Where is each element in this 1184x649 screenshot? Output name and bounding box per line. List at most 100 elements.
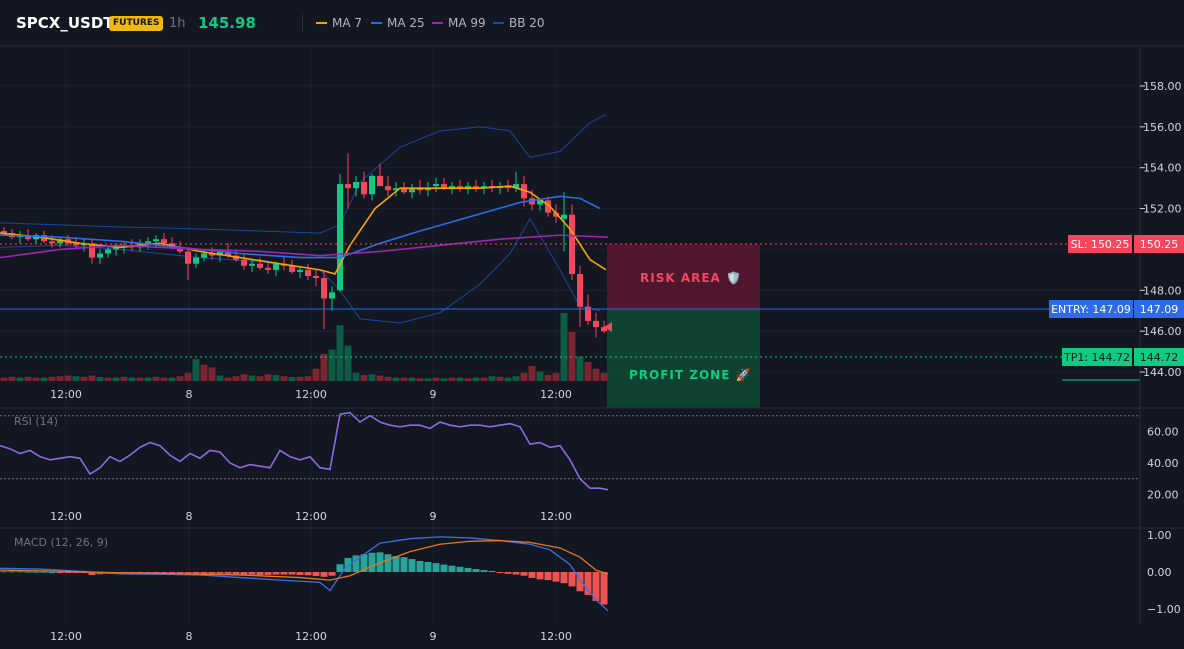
volume-bar	[512, 376, 520, 381]
entry-tag-text: ENTRY: 147.09	[1051, 303, 1131, 316]
volume-bars	[0, 313, 608, 381]
price-tick-label: 152.00	[1143, 203, 1182, 216]
axis-labels: 158.00 156.00 154.00 152.00 148.00 146.00 144.…	[50, 80, 1184, 643]
symbol-name[interactable]: SPCX_USDT	[16, 14, 114, 32]
macd-histogram-bar	[368, 552, 376, 572]
price-tick-label: 148.00	[1143, 284, 1182, 297]
candle-up	[113, 247, 119, 250]
macd-panel: MACD (12, 26, 9) 1.00 0.00 −1.00	[0, 529, 1181, 616]
macd-histogram-bar	[272, 572, 280, 575]
candle-down	[441, 184, 447, 189]
candle-down	[321, 278, 327, 299]
macd-histogram-bar	[576, 572, 584, 592]
legend-ma25[interactable]: MA 25	[371, 16, 425, 30]
candle-down	[457, 186, 463, 189]
macd-histogram-bar	[296, 572, 304, 575]
macd-histogram-bar	[528, 572, 536, 578]
candle-down	[345, 184, 351, 189]
timeframe-label[interactable]: 1h	[169, 16, 186, 31]
rsi-tick-label: 20.00	[1147, 489, 1179, 502]
volume-bar	[400, 377, 408, 381]
volume-bar	[424, 378, 432, 381]
volume-bar	[224, 377, 232, 381]
stop-loss-tag	[1068, 235, 1132, 253]
macd-histogram-bar	[88, 572, 96, 575]
volume-bar	[112, 377, 120, 381]
candle-up	[353, 182, 359, 189]
volume-bar	[336, 325, 344, 381]
volume-bar	[536, 371, 544, 381]
macd-histogram-bar	[56, 572, 64, 573]
time-label: 12:00	[50, 630, 82, 643]
bb-upper	[0, 114, 607, 234]
volume-bar	[488, 376, 496, 381]
volume-bar	[432, 377, 440, 381]
macd-histogram-bar	[464, 567, 472, 572]
volume-bar	[96, 376, 104, 381]
price-tick-label: 144.00	[1143, 366, 1182, 379]
header-divider	[302, 14, 303, 32]
candle-up	[561, 214, 567, 219]
candle-up	[97, 253, 103, 258]
macd-histogram-bar	[160, 572, 168, 574]
volume-bar	[192, 359, 200, 381]
volume-bar	[344, 345, 352, 381]
candle-down	[257, 263, 263, 268]
macd-histogram-bar	[456, 566, 464, 572]
legend-bb20[interactable]: BB 20	[493, 16, 545, 30]
macd-histogram-bar	[216, 572, 224, 574]
candle-down	[225, 251, 231, 256]
macd-histogram-bar	[408, 559, 416, 572]
legend-ma25-label: MA 25	[387, 16, 425, 30]
entry-axis-tag-text: 147.09	[1140, 303, 1179, 316]
macd-tick-label: 1.00	[1147, 529, 1172, 542]
candle-down	[305, 269, 311, 276]
macd-histogram-bar	[480, 570, 488, 572]
macd-histogram-bar	[320, 572, 328, 577]
rsi-line	[0, 411, 609, 491]
volume-bar	[560, 313, 568, 381]
ma99-swatch	[432, 22, 443, 24]
candle-down	[313, 275, 319, 279]
risk-area-zone	[607, 244, 760, 310]
volume-bar	[208, 367, 216, 381]
volume-bar	[56, 376, 64, 381]
entry-axis-tag	[1134, 300, 1184, 318]
macd-histogram-bar	[152, 572, 160, 574]
volume-bar	[520, 372, 528, 381]
stop-loss-tag-text: SL: 150.25	[1071, 238, 1130, 251]
trade-zones: RISK AREA 🛡️ PROFIT ZONE 🚀	[607, 244, 760, 408]
macd-histogram-bar	[72, 572, 80, 573]
time-label: 12:00	[295, 630, 327, 643]
legend-ma7[interactable]: MA 7	[316, 16, 362, 30]
candle-down	[401, 188, 407, 193]
candle-down	[553, 212, 559, 217]
moving-averages	[0, 185, 609, 275]
signal-line	[0, 539, 609, 581]
volume-bar	[80, 376, 88, 381]
volume-bar	[8, 376, 16, 381]
legend-ma99[interactable]: MA 99	[432, 16, 486, 30]
volume-bar	[120, 376, 128, 381]
volume-bar	[416, 378, 424, 381]
candle-down	[209, 253, 215, 256]
candle-down	[89, 243, 95, 258]
candle-down	[473, 186, 479, 189]
time-label: 9	[430, 630, 437, 643]
ma7-swatch	[316, 22, 327, 24]
volume-bar	[360, 374, 368, 381]
time-label: 12:00	[295, 510, 327, 523]
macd-histogram-bar	[312, 572, 320, 577]
volume-bar	[168, 377, 176, 381]
macd-histogram-bar	[248, 572, 256, 575]
ma99-line	[0, 234, 609, 259]
trade-levels	[0, 243, 1140, 381]
volume-bar	[456, 377, 464, 381]
legend-ma7-label: MA 7	[332, 16, 363, 30]
macd-histogram-bar	[560, 572, 568, 584]
volume-bar	[288, 376, 296, 381]
macd-histogram-bar	[32, 571, 40, 573]
risk-area-label: RISK AREA 🛡️	[640, 271, 742, 285]
volume-bar	[600, 372, 608, 381]
